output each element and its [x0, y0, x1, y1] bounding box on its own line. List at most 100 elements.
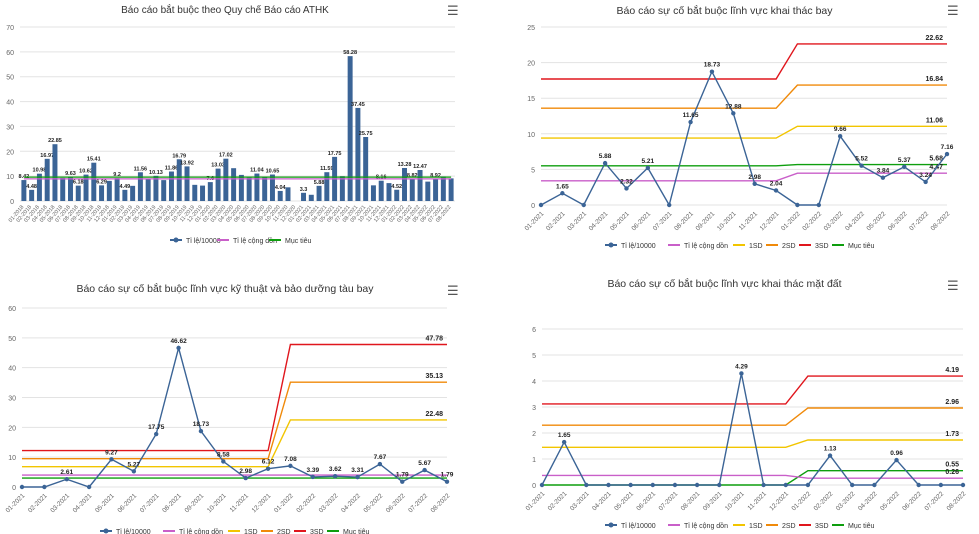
bar-value-label: 4.48	[26, 184, 37, 190]
y-tick-label: 60	[8, 306, 16, 313]
series-line-1sd	[541, 125, 947, 139]
x-tick-label: 01-2021	[524, 210, 546, 232]
bar	[339, 176, 345, 201]
bar-value-label: 4.49	[120, 184, 131, 190]
rate-point	[783, 482, 788, 488]
x-tick-label: 09-2021	[695, 210, 717, 232]
legend-marker	[608, 522, 614, 528]
x-tick-label: 05-2021	[94, 492, 116, 514]
rate-point	[667, 202, 672, 208]
bar	[378, 180, 384, 201]
legend-item: Mục tiêu	[848, 523, 875, 530]
x-tick-label: 07-2022	[923, 490, 945, 512]
x-tick-label: 03-2022	[823, 210, 845, 232]
x-tick-label: 05-2022	[362, 492, 384, 514]
bar-value-label: 11.86	[165, 166, 178, 172]
x-tick-label: 07-2022	[407, 492, 429, 514]
rate-point	[709, 69, 715, 74]
bar-value-label: 22.85	[48, 138, 62, 144]
chart-mandatory-reports: 0 10 20 30 40 50 60 70 8.42 4.48 10.98 16.97 22.85 9.…	[6, 25, 455, 245]
rate-point	[602, 160, 608, 166]
x-tick-label: 11-2021	[738, 210, 760, 232]
rate-point	[894, 457, 899, 463]
hamburger-menu-icon[interactable]: ☰	[447, 3, 459, 18]
x-tick-label: 07-2021	[139, 492, 161, 514]
x-tick-label: 05-2021	[609, 210, 631, 232]
legend-item: Tỉ lệ/10000	[116, 528, 151, 534]
rate-point	[422, 467, 427, 473]
rate-value-label: 46.62	[170, 338, 187, 345]
legend-item: Tỉ lệ cộng dồn	[233, 236, 277, 245]
legend-item: Mục tiêu	[343, 529, 370, 534]
x-tick-label: 01-2021	[525, 490, 547, 512]
rate-value-label: 2.04	[770, 180, 783, 187]
rate-point	[400, 479, 405, 484]
rate-line	[541, 373, 963, 486]
hamburger-menu-icon[interactable]: ☰	[947, 3, 959, 18]
rate-point	[694, 482, 700, 488]
bar	[68, 177, 73, 201]
bar	[402, 167, 407, 201]
legend-marker	[608, 242, 614, 248]
rate-line	[22, 345, 448, 488]
rate-point	[198, 428, 204, 434]
bar	[324, 172, 330, 201]
bar	[91, 162, 97, 201]
rate-point	[624, 186, 629, 191]
rate-point	[539, 482, 545, 488]
bar	[29, 189, 35, 201]
y-tick-label: 60	[6, 50, 14, 57]
y-tick-label: 50	[8, 336, 16, 343]
x-tick-label: 05-2021	[613, 490, 635, 512]
x-tick-label: 02-2022	[295, 492, 317, 514]
bar	[285, 187, 291, 201]
rate-value-label: 7.08	[284, 456, 297, 463]
bar-value-label: 10.13	[149, 170, 163, 176]
bar	[246, 177, 252, 201]
bar	[363, 136, 369, 201]
end-value-label-2sd: 35.13	[425, 373, 443, 380]
bar-value-label: 10.98	[33, 168, 47, 174]
x-tick-label: 04-2022	[857, 490, 879, 512]
bar	[347, 56, 353, 202]
rate-point	[645, 165, 651, 171]
rate-point	[606, 482, 611, 488]
y-tick-label: 15	[527, 96, 535, 103]
rate-value-label: 5.27	[128, 461, 141, 468]
bar	[106, 180, 112, 201]
x-tick-label: 06-2022	[385, 492, 407, 514]
bar-value-label: 16.97	[40, 153, 54, 159]
bar	[433, 178, 439, 201]
rate-value-label: 1.65	[558, 432, 571, 439]
rate-value-label: 5.67	[418, 460, 431, 467]
rate-point	[761, 482, 766, 488]
rate-point	[805, 482, 811, 488]
chart-panel-maintenance: Báo cáo sự cố bắt buộc lĩnh vực kỹ thuật…	[0, 278, 470, 534]
bar	[269, 174, 275, 201]
end-value-label-2sd: 2.96	[945, 399, 959, 406]
bar-value-label: 10.65	[266, 169, 280, 175]
chart-flight-ops: 05101520255.684.4711.0616.8422.621.655.8…	[524, 25, 954, 250]
bar	[207, 182, 213, 201]
rate-point	[176, 345, 181, 351]
bar-value-label: 16.79	[172, 153, 186, 159]
y-tick-label: 0	[532, 483, 536, 490]
rate-point	[672, 482, 678, 488]
rate-point	[650, 482, 655, 488]
bar	[184, 166, 190, 201]
hamburger-menu-icon[interactable]: ☰	[447, 283, 459, 298]
y-tick-label: 1	[532, 457, 536, 464]
rate-value-label: 1.65	[556, 183, 569, 190]
y-tick-label: 5	[531, 167, 535, 174]
hamburger-menu-icon[interactable]: ☰	[947, 278, 959, 293]
rate-value-label: 3.39	[306, 467, 319, 474]
series-line-ti-le-cong-don	[542, 474, 963, 479]
bar	[262, 177, 268, 201]
rate-value-label: 2.98	[748, 174, 761, 181]
legend-item: 3SD	[815, 523, 829, 530]
rate-point	[561, 439, 567, 445]
end-value-label-1sd: 11.06	[926, 117, 943, 124]
rate-point	[355, 474, 360, 480]
legend-item: Tỉ lệ cộng dồn	[179, 527, 223, 534]
bar-value-label: 9.2	[113, 172, 121, 178]
